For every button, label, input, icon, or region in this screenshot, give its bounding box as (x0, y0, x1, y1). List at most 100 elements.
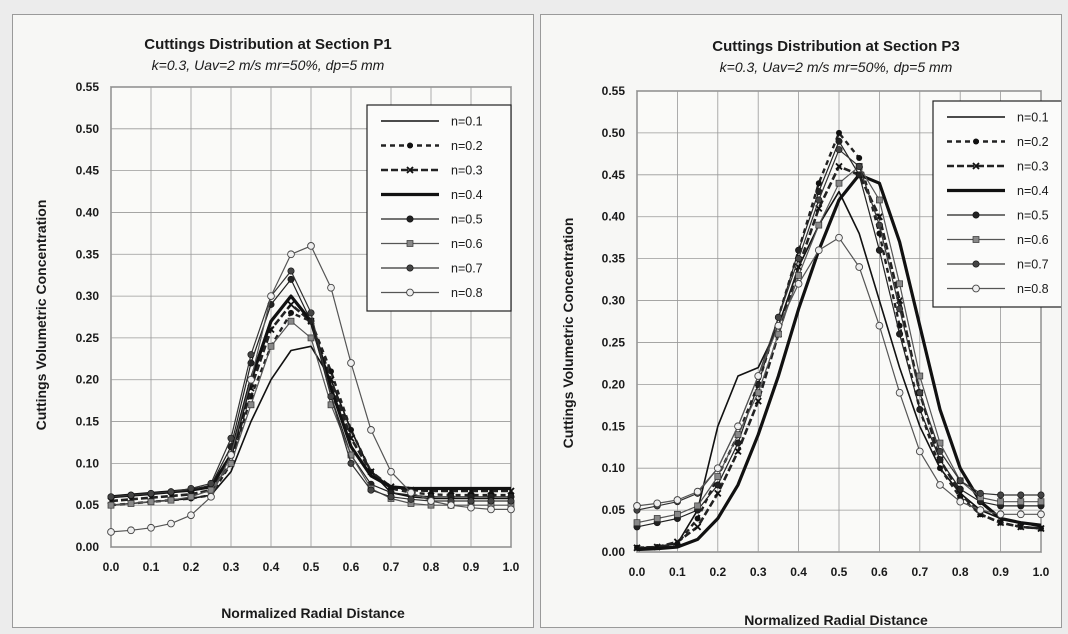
data-point (936, 456, 944, 464)
y-tick-label: 0.55 (76, 80, 100, 94)
x-tick-label: 0.7 (911, 565, 928, 579)
x-tick-label: 0.2 (183, 560, 200, 574)
data-point (714, 481, 722, 489)
y-tick-label: 0.15 (602, 419, 626, 433)
y-tick-label: 0.45 (602, 168, 626, 182)
y-tick-label: 0.10 (76, 456, 100, 470)
data-point (287, 300, 295, 309)
data-point (856, 155, 863, 162)
y-tick-label: 0.50 (602, 126, 626, 140)
data-point (855, 263, 864, 271)
data-point (896, 280, 903, 288)
data-point (227, 434, 235, 442)
data-point (407, 142, 413, 149)
data-point (367, 486, 375, 494)
legend-label: n=0.4 (451, 188, 483, 202)
data-point (407, 495, 415, 503)
chart-panel-p1: Cuttings Distribution at Section P1 k=0.… (12, 14, 534, 628)
y-tick-label: 0.00 (76, 540, 100, 554)
x-tick-label: 0.9 (992, 565, 1009, 579)
y-tick-label: 0.25 (602, 335, 626, 349)
y-tick-label: 0.05 (602, 503, 626, 517)
y-tick-label: 0.30 (76, 289, 100, 303)
data-point (127, 500, 135, 507)
data-point (916, 406, 924, 414)
data-point (972, 162, 980, 170)
x-tick-label: 0.4 (790, 565, 807, 579)
data-point (227, 460, 235, 467)
data-point (267, 342, 275, 350)
data-point (167, 519, 175, 528)
data-point (107, 528, 115, 536)
data-point (507, 497, 515, 505)
data-point (327, 392, 335, 400)
legend-label: n=0.5 (1017, 209, 1049, 223)
x-tick-label: 0.7 (383, 560, 400, 574)
data-point (815, 196, 823, 204)
data-point (487, 497, 495, 505)
y-tick-label: 0.35 (602, 252, 626, 266)
series-n-0-7 (107, 267, 515, 505)
data-point (693, 523, 702, 531)
data-point (972, 260, 980, 268)
chart-p1: Cuttings Distribution at Section P1 k=0.… (33, 36, 520, 621)
data-point (936, 481, 944, 489)
data-point (1017, 491, 1025, 499)
data-point (835, 233, 843, 242)
x-tick-label: 0.0 (629, 565, 646, 579)
data-point (1016, 510, 1025, 519)
data-point (875, 321, 884, 330)
chart-subtitle: k=0.3, Uav=2 m/s mr=50%, dp=5 mm (720, 59, 953, 75)
legend: n=0.1 n=0.2 n=0.3 n=0.4 n=0.5 n=0.6 n=0.7 n=0.8 (366, 104, 512, 312)
data-point (147, 489, 155, 497)
data-point (507, 505, 515, 514)
data-point (406, 166, 414, 174)
data-point (406, 240, 414, 247)
x-axis-label: Normalized Radial Distance (744, 612, 928, 627)
data-point (348, 426, 354, 433)
chart-subtitle: k=0.3, Uav=2 m/s mr=50%, dp=5 mm (152, 57, 385, 73)
data-point (406, 264, 414, 272)
y-tick-label: 0.20 (76, 373, 100, 387)
x-tick-label: 1.0 (503, 560, 520, 574)
data-point (875, 221, 883, 229)
y-tick-label: 0.40 (76, 205, 100, 219)
series-line (636, 190, 1042, 549)
data-point (734, 439, 742, 447)
x-tick-label: 0.2 (709, 565, 726, 579)
y-tick-label: 0.40 (602, 210, 626, 224)
data-point (956, 477, 964, 485)
data-point (406, 215, 414, 223)
x-tick-label: 0.3 (223, 560, 240, 574)
data-point (976, 489, 984, 497)
data-point (1017, 523, 1025, 531)
data-point (247, 351, 255, 359)
data-point (287, 250, 295, 259)
data-point (896, 330, 904, 338)
data-point (976, 506, 985, 514)
x-tick-label: 0.1 (143, 560, 160, 574)
data-point (127, 491, 135, 499)
data-point (247, 375, 255, 384)
x-tick-label: 0.0 (103, 560, 120, 574)
y-axis-label: Cuttings Volumetric Concentration (33, 200, 49, 431)
y-tick-label: 0.15 (76, 415, 100, 429)
data-point (815, 221, 823, 229)
y-tick-label: 0.20 (602, 377, 626, 391)
data-point (633, 502, 641, 510)
legend: n=0.1 n=0.2 n=0.3 n=0.4 n=0.5 n=0.6 n=0.7 n=0.8 (932, 100, 1061, 308)
data-point (167, 496, 175, 504)
x-tick-label: 0.9 (463, 560, 480, 574)
data-point (406, 288, 414, 297)
data-point (754, 372, 763, 380)
data-point (895, 388, 904, 397)
data-point (795, 255, 803, 263)
data-point (876, 196, 883, 204)
data-point (973, 138, 979, 145)
data-point (247, 401, 255, 409)
data-point (347, 459, 355, 467)
data-point (835, 146, 843, 154)
data-point (327, 283, 335, 292)
y-tick-label: 0.50 (76, 122, 100, 136)
legend-label: n=0.8 (451, 286, 483, 300)
